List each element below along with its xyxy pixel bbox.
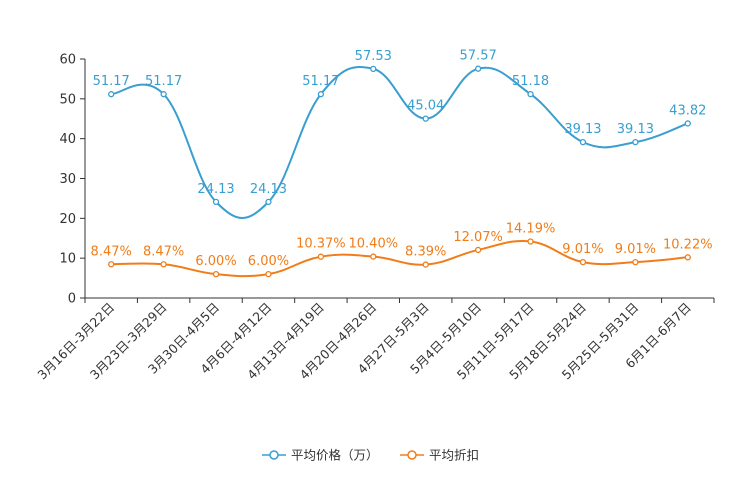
data-label: 14.19%	[506, 221, 556, 236]
data-point[interactable]	[160, 261, 167, 268]
data-point[interactable]	[108, 91, 115, 98]
data-label: 8.47%	[91, 244, 132, 259]
data-label: 8.47%	[143, 244, 184, 259]
data-labels: 51.17 51.17 24.13 24.13 51.17 57.53 45.04 57.57…	[91, 49, 713, 269]
data-label: 51.17	[93, 74, 130, 89]
data-label: 39.13	[564, 122, 601, 137]
data-point[interactable]	[212, 270, 220, 278]
data-point[interactable]	[684, 120, 691, 127]
data-point[interactable]	[579, 258, 587, 266]
data-point[interactable]	[212, 198, 220, 206]
data-point[interactable]	[265, 270, 272, 278]
data-point[interactable]	[160, 91, 167, 98]
y-tick-label: 10	[59, 252, 76, 267]
data-point[interactable]	[422, 261, 429, 268]
data-point[interactable]	[579, 138, 587, 146]
data-point[interactable]	[474, 246, 482, 254]
data-label: 57.53	[355, 49, 392, 64]
legend: 平均价格（万） 平均折扣	[262, 448, 479, 463]
data-label: 24.13	[250, 182, 287, 197]
data-label: 10.22%	[663, 237, 713, 252]
data-point[interactable]	[422, 115, 429, 122]
data-label: 51.18	[512, 74, 549, 89]
data-label: 43.82	[669, 103, 706, 118]
data-label: 9.01%	[615, 242, 656, 257]
legend-marker-1	[269, 450, 279, 460]
legend-label-2[interactable]: 平均折扣	[429, 448, 479, 463]
y-tick-label: 20	[59, 212, 76, 227]
data-label: 6.00%	[195, 254, 236, 269]
data-point[interactable]	[474, 65, 482, 72]
data-label: 45.04	[407, 99, 444, 114]
data-point[interactable]	[370, 65, 377, 72]
data-label: 57.57	[460, 49, 497, 64]
series-line-2	[111, 239, 688, 278]
series-layer	[108, 65, 691, 278]
data-point[interactable]	[317, 253, 325, 260]
axes: 01020304050603月16日-3月22日3月23日-3月29日3月30日…	[34, 53, 715, 382]
data-label: 39.13	[617, 122, 654, 137]
y-tick-label: 40	[59, 132, 76, 147]
data-point[interactable]	[632, 138, 639, 146]
data-point[interactable]	[265, 198, 272, 206]
data-label: 6.00%	[248, 254, 289, 269]
data-label: 51.17	[145, 74, 182, 89]
data-label: 12.07%	[453, 230, 503, 245]
data-label: 10.40%	[349, 237, 399, 252]
data-label: 24.13	[197, 182, 234, 197]
data-label: 51.17	[302, 74, 339, 89]
data-label: 9.01%	[562, 242, 603, 257]
data-point[interactable]	[684, 254, 691, 261]
data-label: 8.39%	[405, 245, 446, 260]
data-point[interactable]	[632, 258, 639, 266]
y-tick-label: 0	[68, 292, 76, 307]
data-point[interactable]	[370, 253, 377, 260]
data-point[interactable]	[527, 238, 534, 245]
legend-marker-2	[407, 450, 417, 460]
y-tick-label: 30	[59, 172, 76, 187]
data-point[interactable]	[527, 90, 534, 98]
y-tick-label: 60	[59, 53, 76, 68]
data-point[interactable]	[108, 261, 115, 268]
data-label: 10.37%	[296, 237, 346, 252]
data-point[interactable]	[317, 91, 325, 98]
y-tick-label: 50	[59, 92, 76, 107]
legend-label-1[interactable]: 平均价格（万）	[291, 448, 379, 463]
